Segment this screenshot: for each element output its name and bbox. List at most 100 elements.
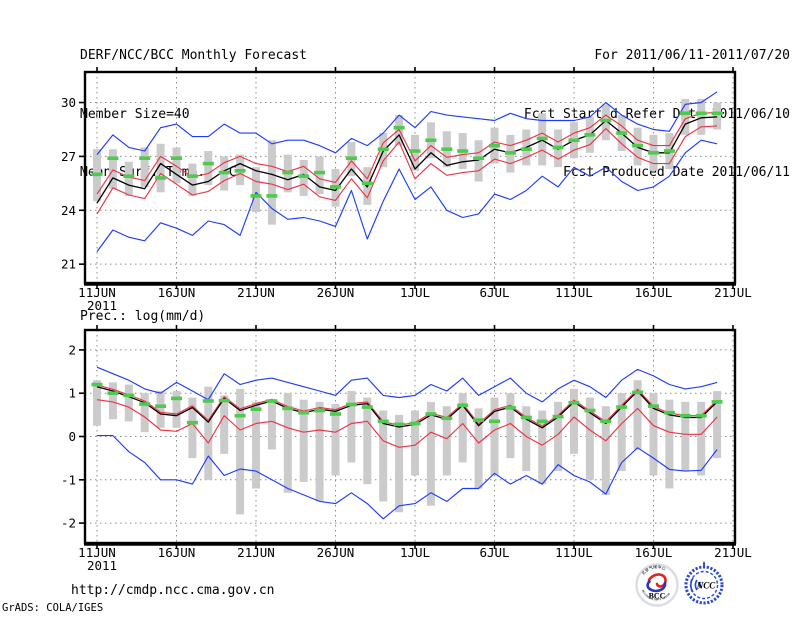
y-tick-label: 0: [68, 429, 76, 444]
member-spread-bar: [681, 98, 690, 135]
forecast-produced-date-label: Fcst Produced Date 2011/06/11: [563, 165, 790, 180]
series-lower-spread: [96, 399, 718, 448]
marker-climatology-dash: [568, 400, 580, 405]
marker-climatology-dash: [123, 174, 135, 178]
marker-climatology-dash: [155, 404, 167, 408]
marker-climatology-dash: [457, 403, 469, 408]
x-tick-label: 21JUN: [237, 285, 275, 300]
member-spread-bar: [474, 408, 483, 489]
marker-climatology-dash: [409, 421, 421, 426]
marker-climatology-dash: [489, 143, 500, 148]
grads-credit: GrADS: COLA/IGES: [2, 602, 104, 614]
x-tick-label: 16JUL: [635, 285, 673, 300]
y-tick-label: 1: [68, 386, 76, 401]
member-spread-bar: [108, 149, 117, 189]
marker-climatology-dash: [552, 145, 564, 150]
member-spread-bar: [93, 380, 101, 426]
member-spread-bar: [697, 98, 706, 135]
series-ensemble-mean: [96, 386, 718, 429]
series-upper-spread: [96, 111, 718, 195]
member-spread-bar: [331, 404, 340, 476]
member-spread-bar: [681, 401, 690, 472]
marker-climatology-dash: [679, 413, 691, 418]
x-tick-label: 26JUN: [317, 285, 355, 300]
member-spread-bar: [252, 167, 260, 213]
member-spread-bar: [490, 397, 499, 476]
marker-climatology-dash: [377, 419, 389, 424]
marker-climatology-dash: [695, 413, 707, 418]
marker-climatology-dash: [457, 149, 469, 153]
member-spread-bar: [267, 399, 276, 450]
marker-climatology-dash: [520, 415, 532, 420]
header-right: For 2011/06/11-2011/07/20 Fcst Started R…: [524, 7, 790, 222]
member-spread-bar: [220, 395, 229, 454]
x-tick-label: 6JUL: [479, 545, 509, 560]
y-tick-label: 2: [68, 342, 76, 357]
x-tick-label: 11JUL: [555, 285, 593, 300]
marker-climatology-dash: [632, 390, 644, 395]
marker-climatology-dash: [330, 412, 341, 416]
series-upper-spread: [96, 384, 718, 427]
marker-climatology-dash: [171, 396, 182, 401]
marker-climatology-dash: [568, 138, 580, 143]
y-tick-label: 24: [61, 203, 76, 218]
series-ensemble-max: [96, 91, 718, 155]
marker-climatology-dash: [186, 420, 198, 425]
marker-climatology-dash: [616, 131, 628, 135]
marker-climatology-dash: [250, 194, 262, 198]
member-spread-bar: [474, 140, 483, 182]
y-tick-label: -1: [61, 472, 76, 487]
marker-climatology-dash: [123, 393, 135, 398]
forecast-period-label: For 2011/06/11-2011/07/20: [594, 48, 790, 63]
marker-climatology-dash: [520, 147, 532, 152]
marker-climatology-dash: [91, 172, 103, 177]
y-tick-label: 21: [61, 257, 76, 272]
marker-climatology-dash: [282, 170, 294, 175]
ncc-logo-arc-2: [694, 579, 698, 591]
x-tick-label: 11JUN: [78, 545, 116, 560]
ncc-logo: NCC: [684, 561, 724, 605]
member-spread-bar: [315, 401, 324, 502]
marker-climatology-dash: [473, 418, 485, 422]
member-spread-bar: [395, 414, 404, 513]
x-axis-year-label: 2011: [87, 298, 117, 313]
marker-climatology-dash: [345, 402, 357, 407]
x-tick-label: 1JUL: [400, 285, 430, 300]
marker-climatology-dash: [107, 156, 119, 160]
x-tick-label: 6JUL: [479, 285, 509, 300]
marker-climatology-dash: [584, 408, 596, 413]
marker-climatology-dash: [234, 168, 246, 173]
member-spread-bar: [108, 382, 117, 420]
marker-climatology-dash: [711, 111, 723, 116]
marker-climatology-dash: [536, 419, 548, 424]
marker-climatology-dash: [314, 408, 326, 413]
series-ensemble-min: [97, 435, 718, 520]
series-lower-spread: [96, 125, 718, 215]
member-spread-bar: [140, 393, 149, 433]
ncc-logo-arc-1: [690, 577, 694, 593]
bcc-swirl-red: [647, 573, 667, 588]
member-spread-bar: [601, 406, 610, 495]
marker-climatology-dash: [266, 399, 278, 403]
marker-climatology-dash: [298, 410, 310, 415]
marker-climatology-dash: [600, 419, 612, 424]
marker-climatology-dash: [202, 161, 214, 166]
series-ensemble-mean: [96, 116, 718, 204]
marker-climatology-dash: [584, 133, 596, 137]
member-spread-bar: [570, 388, 578, 454]
y-tick-label: 27: [61, 149, 76, 164]
plot-frame: [83, 70, 737, 285]
marker-climatology-dash: [314, 170, 326, 175]
marker-climatology-dash: [330, 185, 341, 189]
marker-climatology-dash: [695, 111, 707, 116]
marker-climatology-dash: [552, 414, 564, 419]
marker-climatology-dash: [679, 111, 691, 116]
marker-climatology-dash: [473, 156, 485, 160]
marker-climatology-dash: [139, 156, 151, 160]
member-spread-bar: [188, 163, 197, 196]
member-spread-bar: [283, 393, 292, 493]
